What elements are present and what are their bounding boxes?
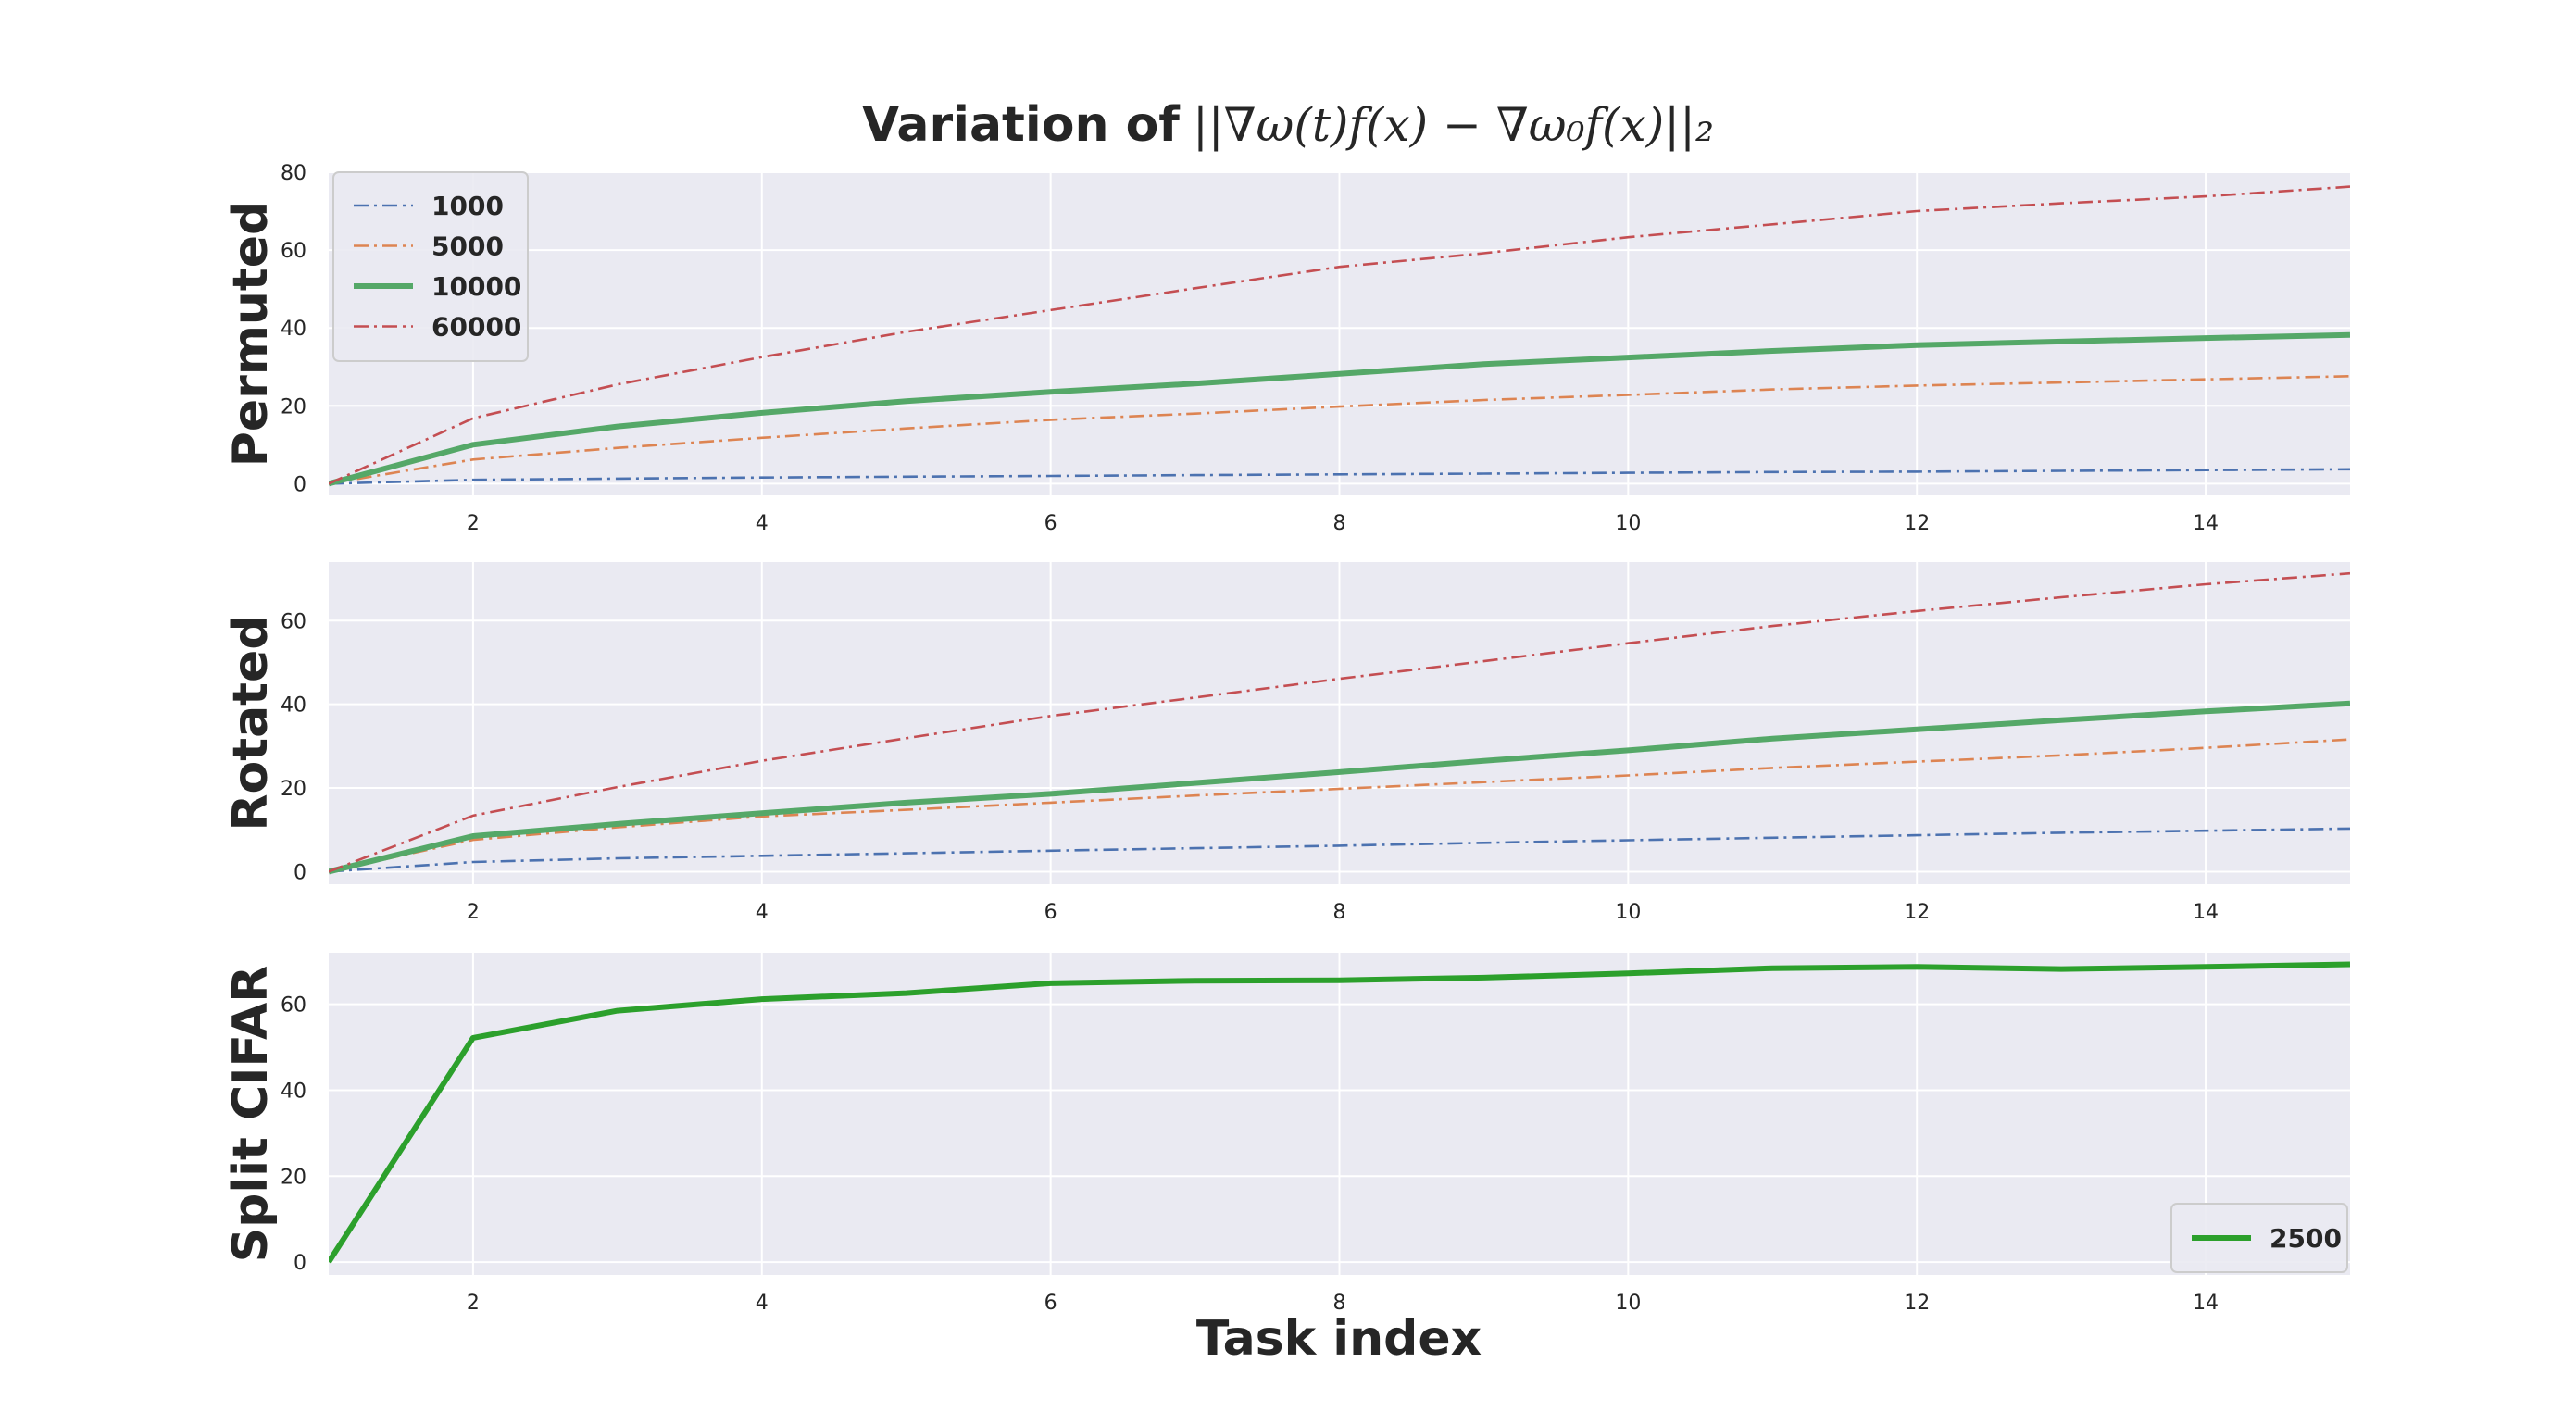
x-tick-label: 10 [1615,901,1641,924]
series-line-5000 [329,375,2350,485]
y-tick-label: 40 [281,694,306,718]
series-line-2500 [329,961,2350,1264]
x-tick-label: 2 [467,512,480,535]
x-tick-label: 12 [1904,1292,1930,1315]
x-tick-label: 14 [2193,512,2219,535]
x-tick-label: 8 [1333,1292,1346,1315]
x-tick-label: 4 [756,1292,769,1315]
chart-title: Variation of ||∇ω(t)f(x) − ∇ω₀f(x)||₂ [862,97,1714,153]
series-group [329,185,2350,487]
y-tick-label: 0 [294,1252,306,1275]
legend-box [2170,1203,2348,1273]
y-axis-label: Rotated [223,615,279,831]
legend-label-2500: 2500 [2270,1223,2342,1254]
series-line-series-3 [329,700,2350,875]
series-group [329,571,2350,875]
legend-label-10000: 10000 [431,271,521,302]
x-tick-label: 6 [1044,512,1057,535]
x-tick-label: 8 [1333,512,1346,535]
x-tick-label: 6 [1044,1292,1057,1315]
series-group [329,961,2350,1264]
series-line-1000 [329,468,2350,485]
legend: 2500 [2170,1203,2348,1273]
x-tick-label: 12 [1904,512,1930,535]
x-tick-label: 8 [1333,901,1346,924]
y-tick-label: 60 [281,994,306,1018]
x-tick-label: 6 [1044,901,1057,924]
chart-title-text: Variation of [862,97,1181,153]
series-line-60000 [329,185,2350,485]
x-tick-label: 2 [467,1292,480,1315]
x-tick-label: 4 [756,901,769,924]
x-axis-label: Task index [1196,1311,1482,1367]
series-line-series-4 [329,571,2350,873]
y-tick-label: 40 [281,1080,306,1103]
x-tick-label: 14 [2193,1292,2219,1315]
x-tick-label: 12 [1904,901,1930,924]
legend: 1000 5000 10000 60000 [332,171,529,362]
y-tick-label: 60 [281,610,306,633]
legend-label-5000: 5000 [431,231,504,262]
y-tick-label: 40 [281,318,306,341]
series-line-10000 [329,331,2350,487]
x-tick-label: 2 [467,901,480,924]
y-tick-label: 20 [281,778,306,801]
chart-title-formula: ||∇ω(t)f(x) − ∇ω₀f(x)||₂ [1193,98,1714,152]
y-tick-label: 0 [294,473,306,496]
y-tick-label: 20 [281,1166,306,1189]
y-axis-label: Split CIFAR [223,966,279,1263]
legend-label-1000: 1000 [431,191,504,221]
y-tick-label: 20 [281,395,306,419]
y-tick-label: 60 [281,240,306,263]
x-tick-label: 10 [1615,1292,1641,1315]
y-tick-label: 0 [294,861,306,884]
series-line-series-2 [329,738,2350,873]
legend-label-60000: 60000 [431,312,521,343]
y-tick-label: 80 [281,162,306,185]
x-tick-label: 4 [756,512,769,535]
x-tick-label: 10 [1615,512,1641,535]
y-axis-label: Permuted [223,201,279,468]
x-tick-label: 14 [2193,901,2219,924]
series-line-series-1 [329,827,2350,873]
legend-box [332,171,529,362]
